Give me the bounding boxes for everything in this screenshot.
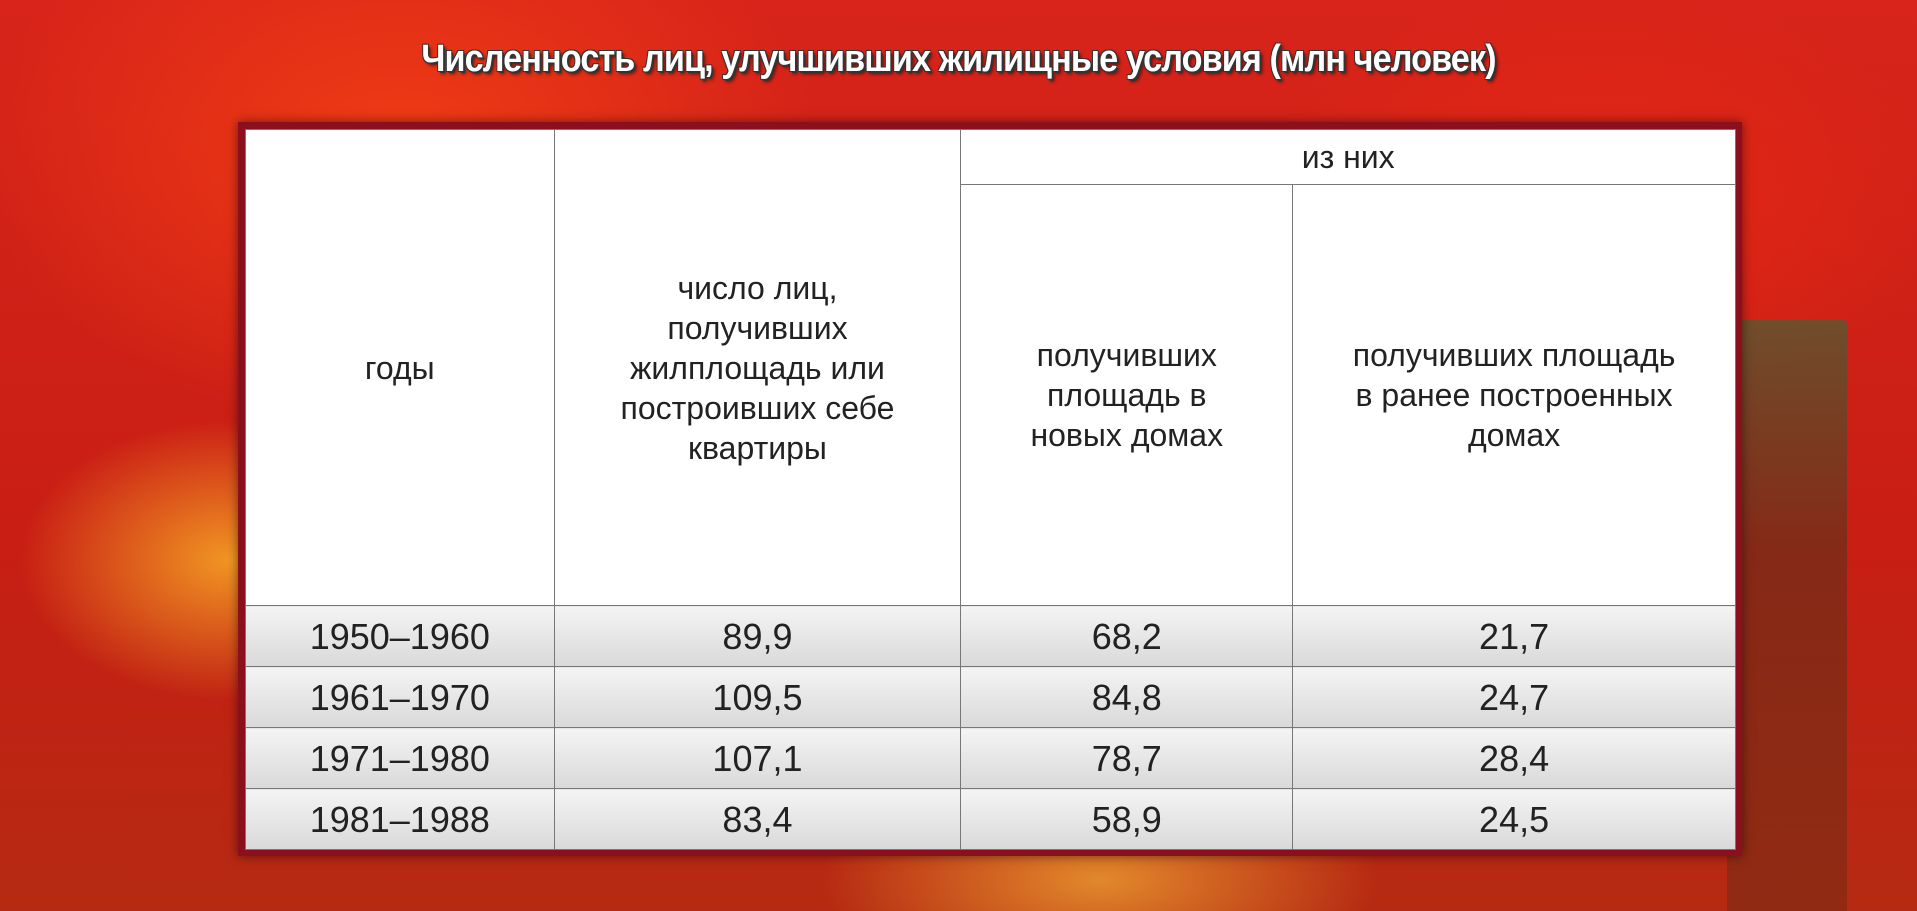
cell-old: 24,7 <box>1292 666 1736 728</box>
header-new-homes-text: получивших площадь в новых домах <box>1030 337 1224 453</box>
table-row: 1981–1988 83,4 58,9 24,5 <box>245 788 1736 850</box>
cell-total: 89,9 <box>553 605 962 667</box>
slide-title: Численность лиц, улучшивших жилищные усл… <box>421 38 1496 80</box>
cell-years: 1971–1980 <box>245 727 555 789</box>
housing-table: годы число лиц, получивших жилплощадь ил… <box>245 129 1736 850</box>
cell-new: 58,9 <box>960 788 1294 850</box>
header-new-homes: получивших площадь в новых домах <box>960 184 1294 606</box>
cell-old: 28,4 <box>1292 727 1736 789</box>
table-row: 1971–1980 107,1 78,7 28,4 <box>245 727 1736 789</box>
cell-total: 109,5 <box>553 666 962 728</box>
table-row: 1950–1960 89,9 68,2 21,7 <box>245 605 1736 667</box>
cell-total: 83,4 <box>553 788 962 850</box>
cell-new: 78,7 <box>960 727 1294 789</box>
cell-years: 1981–1988 <box>245 788 555 850</box>
cell-years: 1950–1960 <box>245 605 555 667</box>
header-group: из них <box>960 129 1736 185</box>
cell-old: 21,7 <box>1292 605 1736 667</box>
cell-new: 84,8 <box>960 666 1294 728</box>
header-total: число лиц, получивших жилплощадь или пос… <box>553 129 962 606</box>
header-old-homes-text: получивших площадь в ранее построенных д… <box>1352 337 1676 453</box>
cell-total: 107,1 <box>553 727 962 789</box>
kremlin-tower-background <box>1727 320 1847 911</box>
cell-new: 68,2 <box>960 605 1294 667</box>
header-years: годы <box>245 129 555 606</box>
header-total-text: число лиц, получивших жилплощадь или пос… <box>620 269 895 466</box>
table-row: 1961–1970 109,5 84,8 24,7 <box>245 666 1736 728</box>
cell-old: 24,5 <box>1292 788 1736 850</box>
table-frame: годы число лиц, получивших жилплощадь ил… <box>238 122 1742 856</box>
cell-years: 1961–1970 <box>245 666 555 728</box>
header-old-homes: получивших площадь в ранее построенных д… <box>1292 184 1736 606</box>
